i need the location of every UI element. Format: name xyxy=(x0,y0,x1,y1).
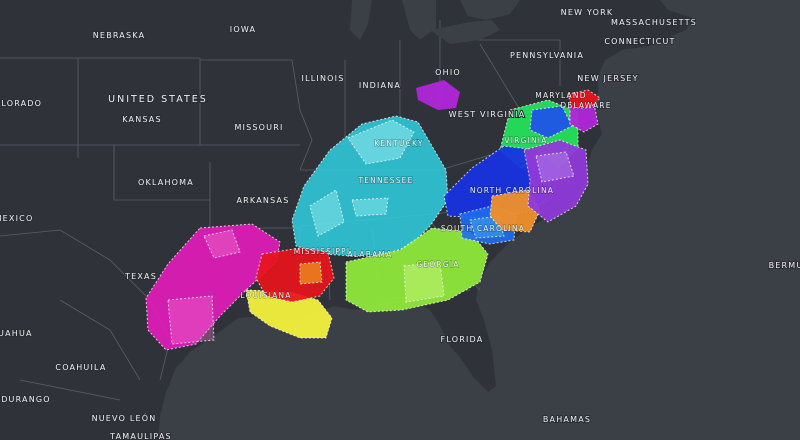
label-tennessee: TENNESSEE xyxy=(357,176,413,185)
label-oklahoma: OKLAHOMA xyxy=(138,178,194,187)
label-arkansas: ARKANSAS xyxy=(237,196,290,205)
region-red xyxy=(255,247,335,303)
label-bermuda: BERMU xyxy=(769,261,800,270)
label-nuevo-leon: NUEVO LEÓN xyxy=(92,412,157,423)
region-magenta xyxy=(145,223,281,351)
label-nebraska: NEBRASKA xyxy=(93,31,146,40)
label-north-carolina: NORTH CAROLINA xyxy=(470,186,554,195)
label-missouri: MISSOURI xyxy=(234,123,283,132)
label-coahuila: COAHUILA xyxy=(55,363,106,372)
map-labels: NEBRASKA IOWA NEW YORK MASSACHUSETTS CON… xyxy=(0,7,800,440)
label-kentucky: KENTUCKY xyxy=(374,139,423,148)
label-tamaulipas: TAMAULIPAS xyxy=(109,432,172,440)
label-kansas: KANSAS xyxy=(122,115,162,124)
region-orange xyxy=(489,189,541,233)
label-connecticut: CONNECTICUT xyxy=(604,37,675,46)
label-florida: FLORIDA xyxy=(441,335,484,344)
label-texas: TEXAS xyxy=(124,272,157,281)
label-iowa: IOWA xyxy=(230,25,256,34)
label-mexico: MEXICO xyxy=(0,214,33,223)
label-massachusetts: MASSACHUSETTS xyxy=(611,18,697,27)
label-ohio: OHIO xyxy=(435,68,461,77)
label-bahamas: BAHAMAS xyxy=(543,415,591,424)
label-indiana: INDIANA xyxy=(359,81,401,90)
label-new-jersey: NEW JERSEY xyxy=(577,74,638,83)
label-illinois: ILLINOIS xyxy=(302,74,345,83)
label-alabama: ALABAMA xyxy=(348,250,393,259)
range-overlays xyxy=(145,80,601,351)
label-south-carolina: SOUTH CAROLINA xyxy=(441,224,525,233)
region-purple xyxy=(523,139,589,223)
label-new-york: NEW YORK xyxy=(561,8,614,17)
label-chihuahua: IHUAHUA xyxy=(0,329,33,338)
label-pennsylvania: PENNSYLVANIA xyxy=(510,51,584,60)
label-maryland: MARYLAND xyxy=(535,91,586,100)
label-georgia: GEORGIA xyxy=(416,260,459,269)
region-ohio-violet xyxy=(416,80,460,110)
label-united-states: UNITED STATES xyxy=(108,94,208,105)
label-mississippi: MISSISSIPPI xyxy=(294,247,351,256)
label-durango: DURANGO xyxy=(1,395,51,404)
label-delaware: DELAWARE xyxy=(560,101,611,110)
label-west-virginia: WEST VIRGINIA xyxy=(449,110,526,119)
great-lakes xyxy=(350,0,520,44)
label-louisiana: LOUISIANA xyxy=(240,291,291,300)
label-virginia: VIRGINIA xyxy=(504,136,547,145)
